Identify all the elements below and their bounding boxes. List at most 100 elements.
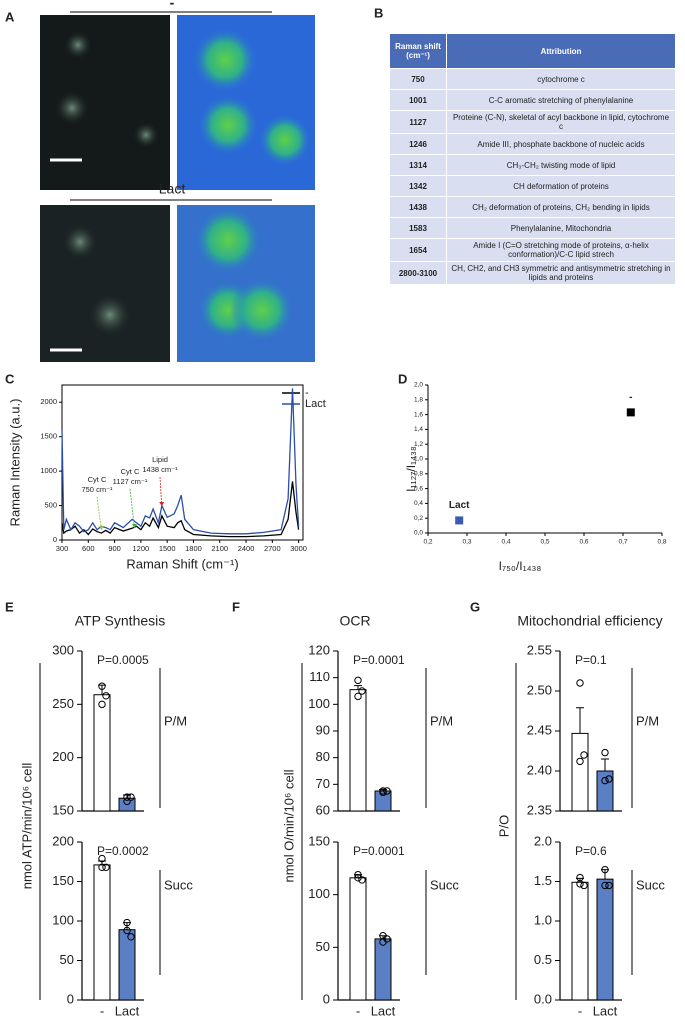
arrow-head — [98, 526, 104, 530]
arrow-head — [131, 524, 137, 528]
y-tick-label: 1,8 — [414, 397, 423, 404]
y-tick-label: 90 — [316, 722, 330, 737]
y-axis-label: nmol ATP/min/10⁶ cell — [19, 763, 34, 890]
table-row: 1438 CH₂ deformation of proteins, CH₂ ben… — [389, 196, 676, 218]
y-tick-label: 1,4 — [414, 426, 423, 433]
y-tick-label: 80 — [316, 749, 330, 764]
x-tick-label: 300 — [56, 544, 69, 553]
data-point — [354, 676, 362, 685]
legend-label: Lact — [305, 398, 326, 410]
x-tick-label: 0,3 — [462, 539, 471, 546]
cell — [88, 293, 132, 337]
data-point — [576, 679, 584, 687]
x-tick-label: 0,5 — [540, 539, 549, 546]
table-cell: Phenylalanine, Mitochondria — [446, 217, 676, 239]
y-tick-label: 0,2 — [414, 515, 423, 522]
table-cell: 1314 — [389, 154, 447, 176]
bar — [349, 689, 367, 812]
cell — [62, 224, 98, 260]
x-tick-label: 1200 — [133, 544, 150, 553]
x-tick-label: 2400 — [238, 544, 255, 553]
point-label: - — [629, 392, 632, 403]
error-bar — [601, 869, 609, 880]
data-point — [383, 935, 391, 943]
p-value: P=0.0001 — [353, 653, 405, 667]
annotation: 1438 cm⁻¹ — [142, 465, 178, 474]
data-point — [98, 863, 106, 871]
chart-title: Mitochondrial efficiency — [517, 613, 662, 629]
condition-label: P/M — [430, 713, 453, 728]
y-tick-label: 200 — [52, 833, 74, 848]
y-tick-label: 150 — [52, 802, 74, 817]
data-point — [379, 787, 387, 795]
y-tick-label: 1000 — [40, 466, 57, 475]
data-point — [358, 687, 366, 695]
x-tick-label: Lact — [371, 1003, 396, 1018]
annotation: Cyt C — [88, 475, 107, 484]
x-tick-label: 1500 — [159, 544, 176, 553]
data-point — [601, 881, 609, 890]
data-point — [123, 793, 131, 801]
data-point — [354, 692, 362, 701]
chart-title: ATP Synthesis — [75, 613, 166, 629]
table-cell: 1583 — [389, 217, 447, 239]
y-tick-label: 2.40 — [527, 762, 552, 777]
table-cell: 750 — [389, 68, 447, 90]
data-point — [601, 748, 609, 757]
condition-label: P/M — [164, 713, 187, 728]
y-tick-label: 0 — [323, 991, 330, 1006]
header-cell: Raman shift (cm⁻¹) — [389, 33, 447, 69]
data-point — [354, 870, 362, 879]
data-point — [98, 854, 106, 863]
y-tick-label: 50 — [316, 939, 330, 954]
panel-label: G — [470, 599, 480, 614]
y-axis-label: I₁₁₂₇/I₁₄₃₈ — [404, 446, 418, 492]
annotation: 750 cm⁻¹ — [81, 485, 113, 494]
chart-title: OCR — [339, 613, 370, 629]
table-row: 750 cytochrome c — [389, 68, 676, 90]
y-tick-label: 500 — [44, 501, 57, 510]
y-tick-label: 200 — [52, 749, 74, 764]
data-point — [102, 863, 110, 871]
y-tick-label: 2.35 — [527, 802, 552, 817]
x-tick-label: 2700 — [264, 544, 281, 553]
x-tick-label: 0,4 — [501, 539, 510, 546]
panel-label: B — [374, 5, 383, 20]
x-tick-label: 0,6 — [579, 539, 588, 546]
y-axis-label: Raman Intensity (a.u.) — [7, 399, 22, 527]
table-cell: CH₃-CH₂ twisting mode of lipid — [446, 154, 676, 176]
p-value: P=0.0005 — [97, 653, 149, 667]
table-row: 1314 CH₃-CH₂ twisting mode of lipid — [389, 154, 676, 176]
y-tick-label: 2,0 — [414, 382, 423, 389]
data-point — [601, 865, 609, 874]
point — [455, 516, 464, 525]
bar — [93, 694, 111, 812]
bar — [596, 878, 614, 1001]
table-cell: 1246 — [389, 133, 447, 155]
group-label: - — [170, 0, 175, 11]
x-axis-label: Raman Shift (cm⁻¹) — [126, 556, 238, 571]
bar — [349, 877, 367, 1001]
p-value: P=0.1 — [575, 653, 607, 667]
data-point — [580, 881, 588, 890]
data-point — [605, 775, 613, 783]
data-point — [354, 874, 362, 882]
y-tick-label: 50 — [60, 952, 74, 967]
y-tick-label: 300 — [52, 642, 74, 657]
table-cell: Amide III, phosphate backbone of nucleic… — [446, 133, 676, 155]
panel-label: E — [5, 599, 14, 614]
data-point — [383, 787, 391, 795]
data-point — [98, 682, 106, 690]
x-tick-label: 1800 — [185, 544, 202, 553]
panel-label: F — [232, 599, 240, 614]
panel-label: A — [5, 9, 15, 24]
y-tick-label: 100 — [308, 696, 330, 711]
table-header: Raman shift (cm⁻¹) Attribution — [389, 33, 676, 69]
table-row: 1127 Proteine (C-N), skeletal of acyl bac… — [389, 110, 676, 134]
y-tick-label: 0 — [67, 991, 74, 1006]
p-value: P=0.0002 — [97, 844, 149, 858]
spectrum-line — [61, 388, 300, 535]
x-tick-label: 3000 — [290, 544, 307, 553]
y-tick-label: 0,8 — [414, 471, 423, 478]
annotation-arrow — [96, 496, 102, 531]
